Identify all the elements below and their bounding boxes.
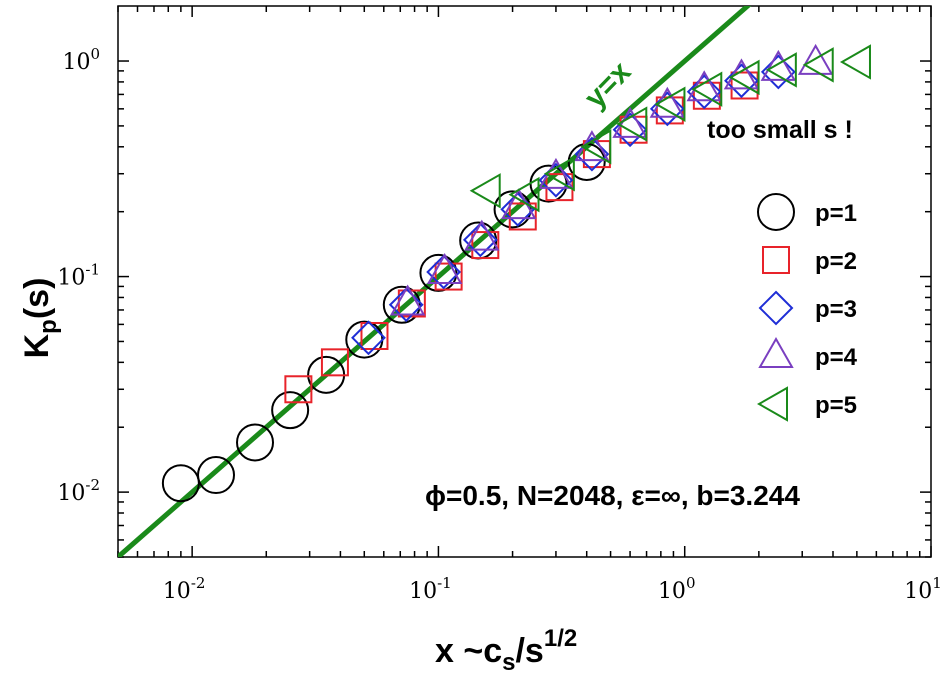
data-point-p3 (724, 63, 759, 99)
legend-label-p1: p=1 (815, 200, 857, 227)
legend-marker-p1 (757, 193, 795, 231)
y-tick-label: 10-2 (57, 476, 100, 506)
warning-annotation: too small s ! (707, 116, 853, 144)
data-point-p5 (508, 176, 540, 213)
data-point-p5 (802, 47, 834, 83)
data-point-p3 (351, 320, 386, 356)
data-point-p2 (284, 375, 313, 404)
legend-label-p5: p=5 (815, 392, 857, 419)
parameters-annotation: ϕ=0.5, N=2048, ε=∞, b=3.244 (425, 480, 800, 511)
data-point-p5 (839, 44, 871, 80)
y-tick-exponent: 0 (90, 45, 100, 63)
x-axis-title-sup: 1/2 (544, 625, 577, 652)
data-point-p5 (543, 156, 575, 192)
x-tick-base: 10 (163, 579, 191, 604)
data-point-p5 (691, 71, 723, 107)
data-point-p3 (760, 54, 796, 90)
x-axis-title-main: x ~c (435, 632, 502, 670)
x-axis-title: x ~cs/s1/2 (435, 625, 577, 674)
reference-line-layer (118, 6, 752, 557)
y-axis-title-sub: p (35, 319, 62, 334)
data-point-p4 (760, 49, 797, 81)
y-tick-exponent: -2 (85, 476, 100, 494)
y-tick-label: 10-1 (57, 261, 100, 291)
x-tick-base: 10 (409, 579, 437, 604)
x-tick-label: 10-2 (163, 574, 206, 604)
data-point-p4 (686, 70, 722, 102)
x-axis-title-sub: s (502, 649, 515, 674)
data-point-p5 (580, 129, 612, 165)
y-axis-title-main: K (18, 333, 56, 358)
x-tick-label: 10-1 (409, 574, 452, 604)
legend-label-p3: p=3 (815, 296, 857, 323)
data-point-p3 (462, 222, 498, 258)
x-tick-exponent: -2 (191, 574, 206, 592)
legend-label-p2: p=2 (815, 248, 857, 275)
x-tick-label: 101 (904, 574, 942, 604)
data-markers (161, 43, 871, 503)
x-tick-exponent: -1 (437, 574, 452, 592)
x-tick-base: 10 (658, 579, 686, 604)
legend: p=1 p=2 p=3 p=4 p=5 (756, 193, 858, 422)
data-point-p2 (692, 81, 721, 110)
data-point-p4 (464, 219, 500, 251)
data-point-p5 (616, 106, 648, 142)
legend-marker-p2 (762, 246, 790, 274)
y-tick-exponent: -1 (85, 261, 100, 279)
data-point-p3 (426, 254, 462, 290)
legend-marker-p4 (758, 336, 794, 368)
data-point-p1 (271, 391, 310, 430)
data-point-p4 (389, 284, 426, 316)
data-point-p3 (538, 162, 574, 198)
y-tick-base: 10 (57, 266, 85, 291)
reference-line-label: y=x (578, 55, 637, 115)
data-point-p1 (197, 456, 236, 495)
y-tick-base: 10 (57, 481, 85, 506)
data-point-p2 (320, 348, 349, 377)
data-point-p4 (797, 43, 834, 75)
reference-line (118, 6, 752, 557)
legend-label-p4: p=4 (815, 344, 858, 371)
data-point-p1 (236, 423, 275, 462)
data-point-p4 (723, 58, 760, 90)
data-point-p1 (382, 285, 421, 324)
data-point-p5 (765, 52, 797, 88)
data-point-p1 (419, 253, 458, 292)
legend-marker-p3 (758, 290, 794, 326)
x-axis-title-mid: /s (515, 632, 543, 670)
data-point-p1 (161, 464, 200, 503)
data-point-p3 (574, 136, 610, 172)
y-tick-base: 10 (62, 50, 90, 75)
data-point-p2 (471, 231, 500, 260)
y-axis-title: Kp(s) (18, 278, 62, 359)
data-point-p5 (469, 173, 501, 209)
plot-frame (117, 5, 932, 558)
x-tick-exponent: 0 (686, 574, 696, 592)
legend-marker-p5 (756, 386, 788, 422)
data-point-p5 (728, 59, 760, 96)
data-point-p4 (426, 252, 463, 285)
data-point-p3 (686, 74, 722, 110)
data-point-p3 (388, 287, 424, 323)
data-point-p5 (654, 86, 686, 122)
y-axis-title-tail: (s) (18, 278, 56, 320)
x-tick-exponent: 1 (932, 574, 942, 592)
x-tick-label: 100 (658, 574, 696, 604)
y-tick-label: 100 (62, 45, 100, 75)
x-tick-base: 10 (904, 579, 932, 604)
